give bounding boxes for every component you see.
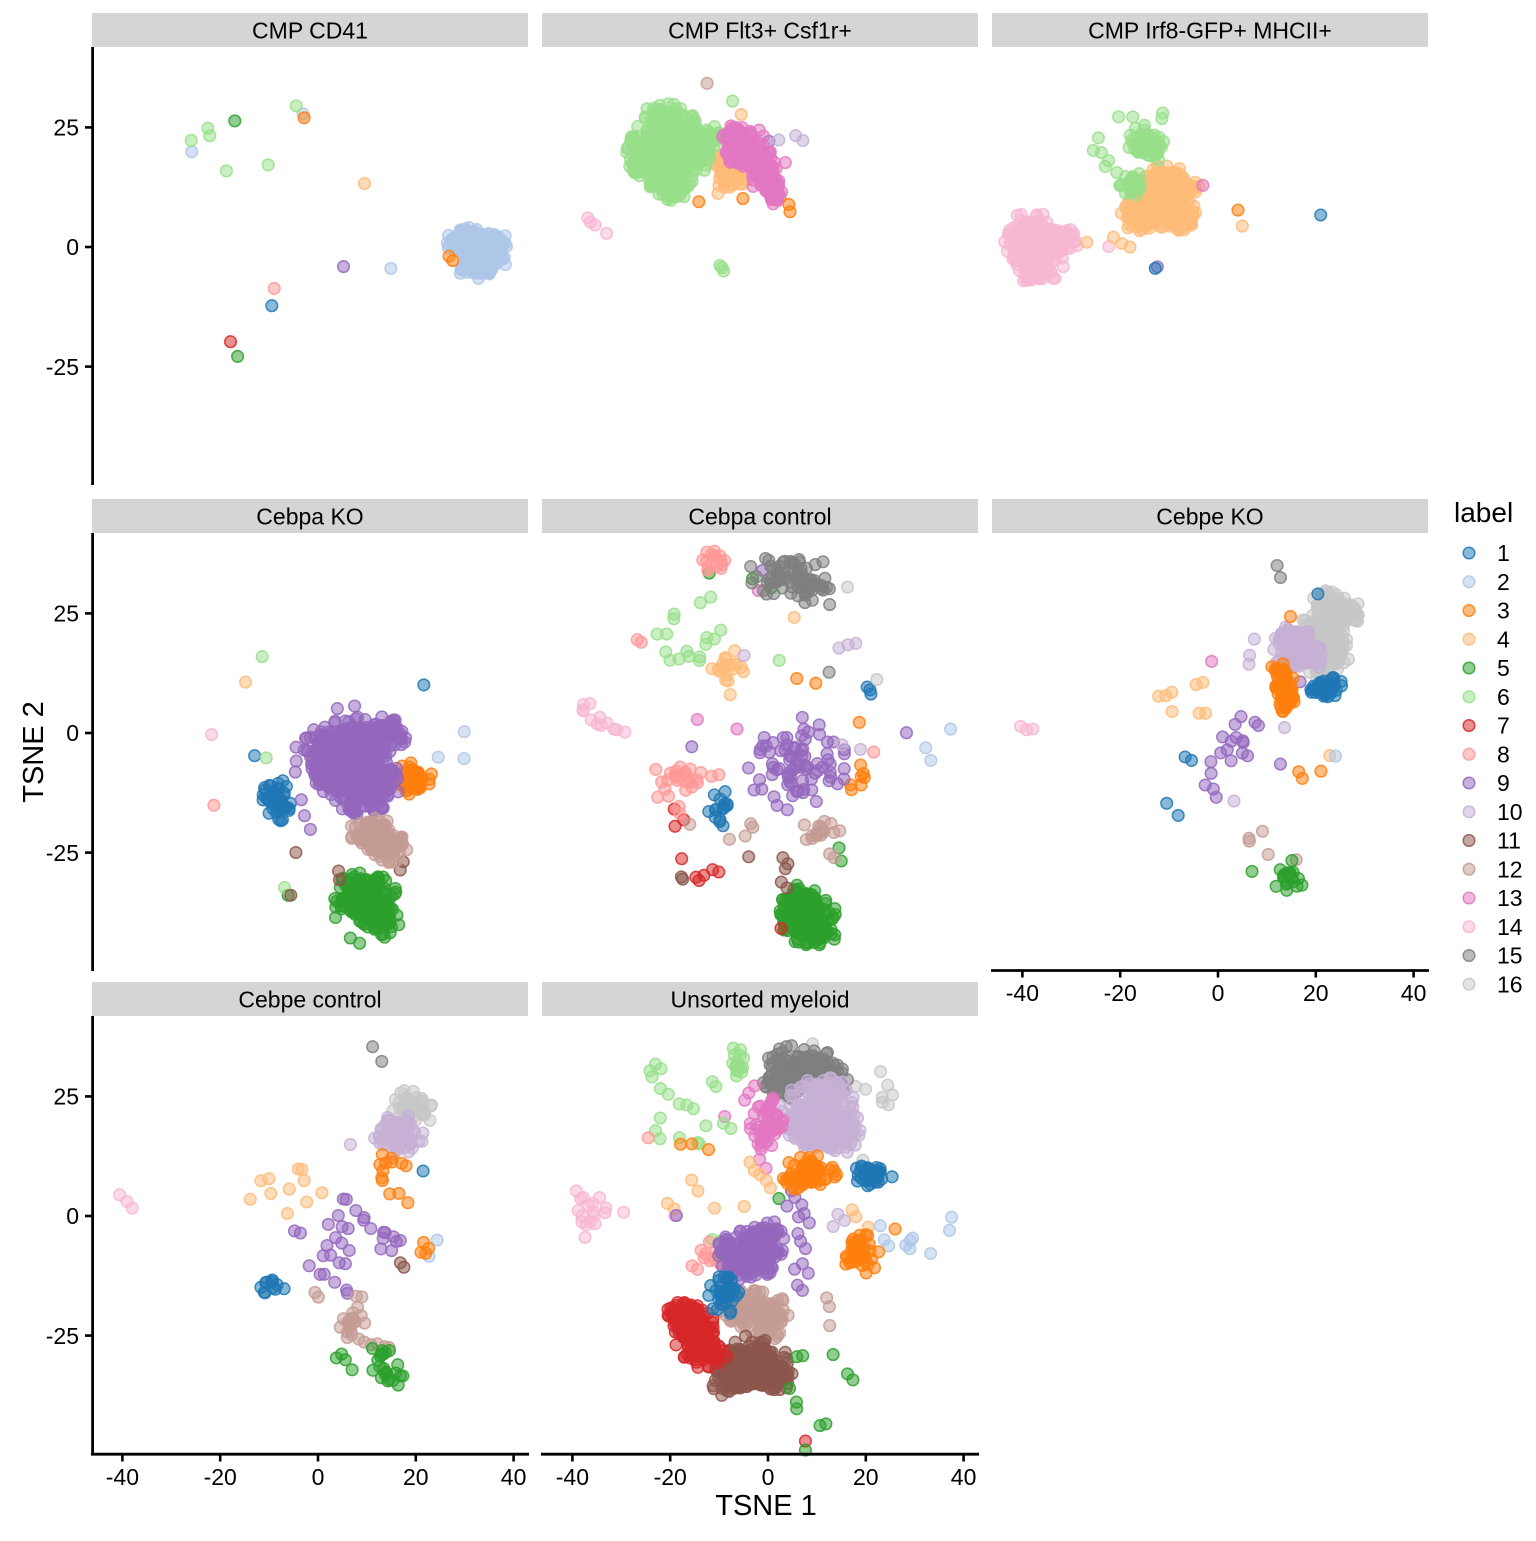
svg-text:Cebpe control: Cebpe control	[238, 987, 381, 1013]
svg-text:Unsorted myeloid: Unsorted myeloid	[671, 987, 850, 1013]
svg-text:Cebpe KO: Cebpe KO	[1156, 504, 1263, 530]
svg-text:Cebpa KO: Cebpa KO	[256, 504, 363, 530]
svg-text:Cebpa control: Cebpa control	[688, 504, 831, 530]
svg-text:CMP Flt3+ Csf1r+: CMP Flt3+ Csf1r+	[668, 18, 852, 44]
svg-text:CMP CD41: CMP CD41	[252, 18, 368, 44]
svg-text:CMP Irf8-GFP+ MHCII+: CMP Irf8-GFP+ MHCII+	[1088, 18, 1332, 44]
